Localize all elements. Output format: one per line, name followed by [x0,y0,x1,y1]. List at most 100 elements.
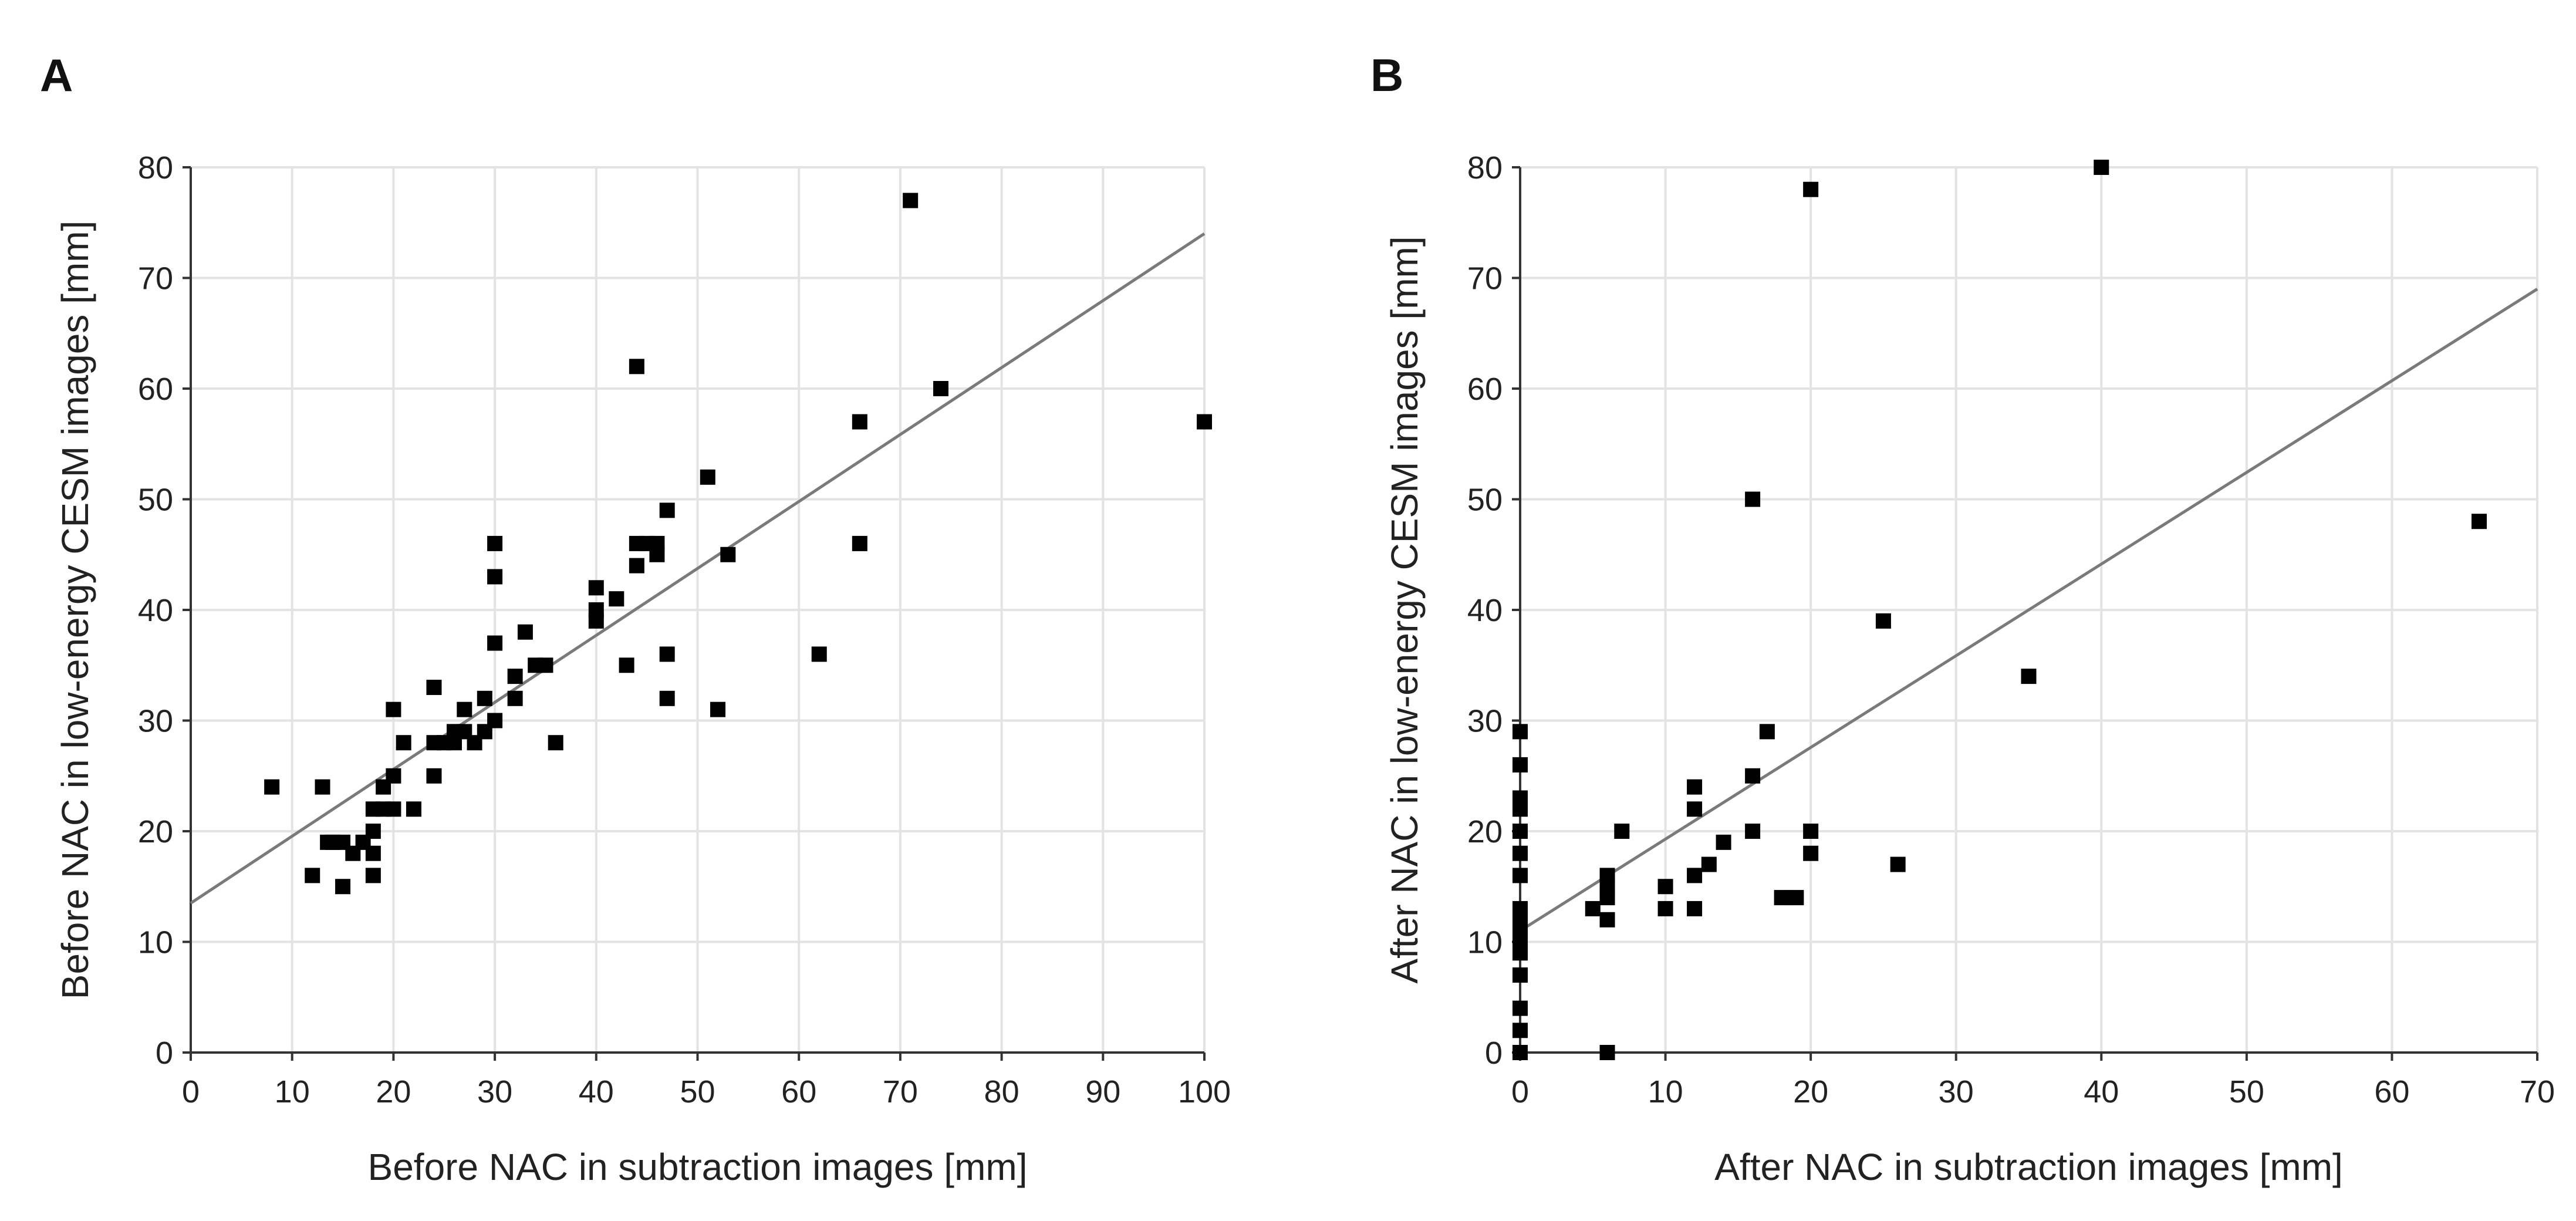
x-tick-label: 0 [1511,1074,1529,1109]
data-point [1716,834,1731,850]
y-tick-label: 80 [1467,150,1503,185]
data-point [852,535,867,551]
x-tick-label: 10 [1648,1074,1683,1109]
data-point [700,469,715,485]
data-point [426,679,442,695]
y-axis-label: Before NAC in low-energy CESM images [mm… [54,221,96,1000]
data-point [710,701,726,717]
x-tick-label: 70 [2520,1074,2555,1109]
data-point [659,690,675,706]
data-point [1512,845,1528,861]
data-point [1512,900,1528,916]
data-point [1745,768,1761,784]
data-point [1599,1045,1615,1060]
data-point [1803,845,1819,861]
data-point [1512,1000,1528,1016]
data-point [1788,890,1804,906]
y-tick-label: 30 [138,704,173,739]
data-point [1197,414,1212,430]
y-tick-label: 0 [1485,1036,1503,1071]
data-point [903,193,919,208]
regression-line [190,232,1206,905]
data-point [1512,824,1528,839]
data-point [507,690,523,706]
data-point [426,768,442,784]
x-tick-label: 0 [182,1074,200,1109]
data-point [619,657,634,673]
data-point [365,868,381,883]
data-point [1875,613,1891,629]
y-tick-label: 60 [138,372,173,407]
data-point [538,657,553,673]
data-point [629,558,644,574]
data-point [2094,160,2109,175]
y-axis-label: After NAC in low-energy CESM images [mm] [1383,236,1426,983]
y-tick-label: 10 [1467,925,1503,960]
data-point [1657,879,1673,895]
data-point [1774,890,1790,906]
data-point [264,779,280,795]
y-tick-label: 30 [1467,704,1503,739]
data-point [1687,868,1703,883]
x-tick-label: 40 [2084,1074,2119,1109]
data-point [487,713,503,728]
x-tick-label: 90 [1085,1074,1120,1109]
data-point [335,879,351,895]
data-point [933,381,948,396]
data-point [1585,900,1601,916]
y-tick-label: 20 [138,814,173,849]
data-point [386,701,401,717]
y-tick-label: 70 [138,261,173,296]
y-tick-label: 20 [1467,814,1503,849]
data-point [659,646,675,662]
y-tick-label: 0 [156,1036,173,1071]
data-point [659,502,675,518]
data-point [2471,514,2487,529]
y-tick-label: 10 [138,925,173,960]
data-point [457,701,472,717]
x-tick-label: 70 [883,1074,918,1109]
data-point [588,580,604,596]
panel-letter: B [1370,49,1403,101]
x-tick-label: 100 [1178,1074,1231,1109]
y-tick-label: 40 [138,593,173,628]
data-point [1512,868,1528,883]
y-tick-label: 50 [1467,483,1503,518]
data-point [396,735,411,751]
x-tick-label: 10 [275,1074,310,1109]
data-point [517,624,533,640]
data-point [406,801,421,817]
data-point [548,735,563,751]
data-point [1599,912,1615,927]
data-point [811,646,827,662]
data-point [852,414,867,430]
data-point [1745,824,1761,839]
data-point [487,535,503,551]
data-point [365,824,381,839]
data-point [1687,779,1703,795]
data-point [487,569,503,585]
data-point [1687,801,1703,817]
y-tick-label: 60 [1467,372,1503,407]
data-point [1803,181,1819,197]
data-point [1512,790,1528,806]
y-tick-label: 70 [1467,261,1503,296]
data-point [2021,669,2037,684]
y-tick-label: 80 [138,150,173,185]
data-point [315,779,330,795]
data-point [1512,1023,1528,1038]
scatter-panel-a: A 0 10 20 30 40 50 60 70 80 90 100 0 10 20 30 40 50 60 70 80… [40,49,1231,1188]
x-axis-label: After NAC in subtraction images [mm] [1714,1146,2343,1188]
x-tick-label: 40 [579,1074,614,1109]
x-tick-label: 20 [376,1074,411,1109]
panel-letter: A [40,49,73,101]
data-point [477,690,492,706]
scatter-panel-b: B 0 10 20 30 40 50 60 70 0 10 20 30 40 50 60 70 80 After N… [1370,49,2555,1188]
y-tick-label: 50 [138,483,173,518]
y-tick-label: 40 [1467,593,1503,628]
data-point [1512,724,1528,740]
data-point [1687,900,1703,916]
data-point [1512,1045,1528,1060]
data-point [487,635,503,651]
data-point [1745,491,1761,507]
